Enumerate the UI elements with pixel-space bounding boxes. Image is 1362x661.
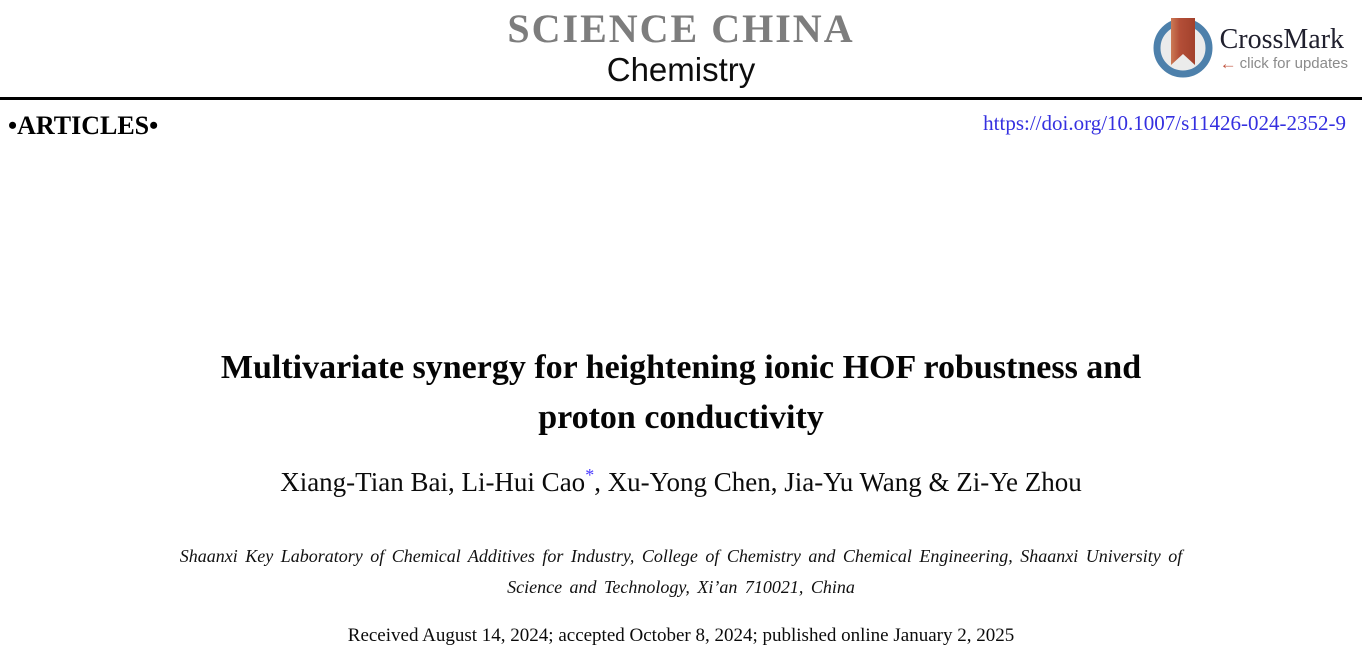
crossmark-tagline-label: click for updates bbox=[1239, 54, 1348, 72]
article-title-line1: Multivariate synergy for heightening ion… bbox=[220, 349, 1142, 386]
journal-title-block: SCIENCE CHINA Chemistry bbox=[0, 0, 1362, 89]
crossmark-text-block: CrossMark ← click for updates bbox=[1219, 23, 1348, 73]
journal-masthead: SCIENCE CHINA Chemistry CrossMark ← bbox=[0, 0, 1362, 97]
author-list: Xiang-Tian Bai, Li-Hui Cao*, Xu-Yong Che… bbox=[0, 465, 1362, 499]
article-title: Multivariate synergy for heightening ion… bbox=[0, 343, 1362, 443]
crossmark-icon bbox=[1151, 13, 1215, 84]
affiliation-line1: Shaanxi Key Laboratory of Chemical Addit… bbox=[179, 546, 1183, 566]
left-arrow-icon: ← bbox=[1219, 53, 1237, 73]
header-rule bbox=[0, 97, 1362, 100]
doi-link[interactable]: https://doi.org/10.1007/s11426-024-2352-… bbox=[983, 111, 1346, 135]
crossmark-tagline: ← click for updates bbox=[1219, 53, 1348, 73]
affiliation: Shaanxi Key Laboratory of Chemical Addit… bbox=[0, 541, 1362, 603]
article-title-line2: proton conductivity bbox=[538, 399, 824, 436]
article-header: Multivariate synergy for heightening ion… bbox=[0, 343, 1362, 647]
journal-subtitle: Chemistry bbox=[606, 51, 756, 88]
corresponding-author-mark: * bbox=[585, 465, 595, 485]
journal-name: SCIENCE CHINA bbox=[507, 6, 855, 51]
authors-after-mark: , Xu-Yong Chen, Jia-Yu Wang & Zi-Ye Zhou bbox=[594, 467, 1082, 497]
section-label: •ARTICLES• bbox=[8, 111, 159, 140]
publication-dates: Received August 14, 2024; accepted Octob… bbox=[347, 625, 1015, 646]
crossmark-badge[interactable]: CrossMark ← click for updates bbox=[1151, 13, 1348, 84]
affiliation-line2: Science and Technology, Xi’an 710021, Ch… bbox=[507, 577, 855, 597]
crossmark-brand-label: CrossMark bbox=[1219, 23, 1345, 55]
article-bar: •ARTICLES• https://doi.org/10.1007/s1142… bbox=[0, 100, 1362, 145]
authors-before-mark: Xiang-Tian Bai, Li-Hui Cao bbox=[280, 467, 586, 497]
